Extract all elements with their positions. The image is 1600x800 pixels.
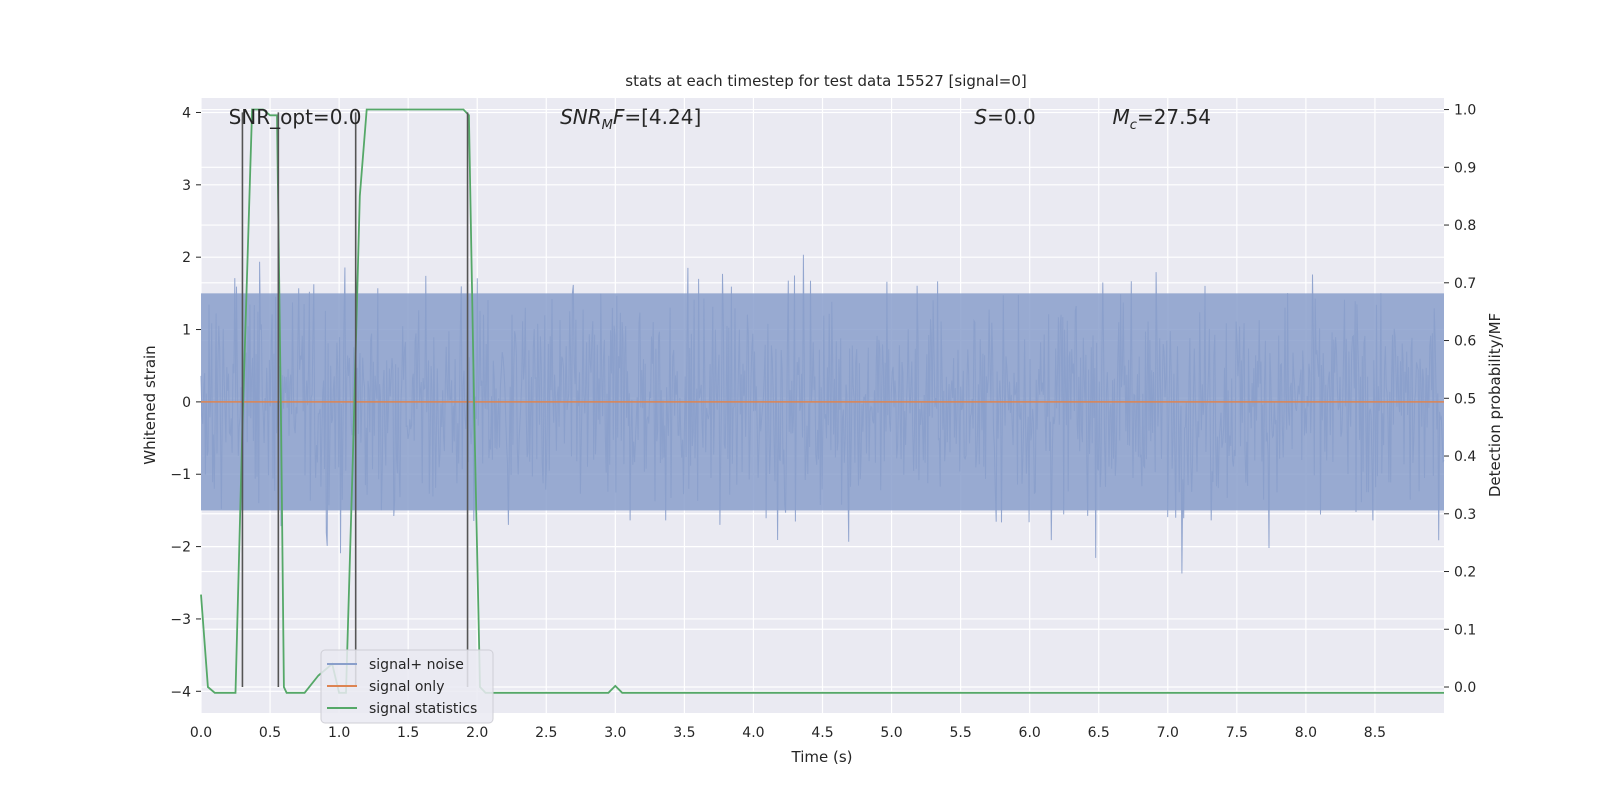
signal-noise-line: [200, 254, 1445, 574]
y-tick-label: −3: [170, 612, 191, 628]
y-tick-label-right: 0.7: [1454, 276, 1476, 292]
x-ticks: 0.0 0.5 1.0 1.5 2.0 2.5 3.0 3.5 4.0 4.5 5.0 5.5 6.0 6…: [190, 725, 1386, 741]
annotation: S=0.0: [974, 105, 1035, 129]
y-ticks-right: 1.0 0.9 0.8 0.7 0.6 0.5 0.4 0.3 0.2 0.1 0.0: [1444, 103, 1476, 696]
y-tick-label-right: 0.1: [1454, 622, 1476, 638]
y-tick-label-right: 0.0: [1454, 680, 1476, 696]
legend-label: signal only: [369, 679, 444, 695]
x-tick-label: 7.5: [1226, 725, 1248, 741]
annotation: Mc=27.54: [1113, 105, 1211, 133]
x-axis-label: Time (s): [791, 748, 853, 766]
chart-title: stats at each timestep for test data 155…: [625, 72, 1026, 90]
x-tick-label: 8.0: [1295, 725, 1317, 741]
x-tick-label: 0.0: [190, 725, 212, 741]
y-tick-label-right: 0.4: [1454, 449, 1476, 465]
legend-label: signal statistics: [369, 701, 477, 717]
x-tick-label: 3.5: [673, 725, 695, 741]
y-tick-label: 2: [182, 250, 191, 266]
y-tick-label: −2: [170, 540, 191, 556]
x-tick-label: 2.5: [535, 725, 557, 741]
series-lines: [200, 108, 1444, 694]
x-tick-label: 1.0: [328, 725, 350, 741]
x-tick-label: 6.0: [1019, 725, 1041, 741]
x-tick-label: 5.5: [949, 725, 971, 741]
annotation: SNRMF=[4.24]: [560, 105, 701, 133]
x-tick-label: 2.0: [466, 725, 488, 741]
y-tick-label: −4: [170, 684, 191, 700]
legend-box: [320, 649, 494, 724]
x-tick-label: 4.0: [742, 725, 764, 741]
y-tick-label: 4: [182, 105, 191, 121]
y-tick-label-right: 0.9: [1454, 160, 1476, 176]
y-tick-label-right: 0.3: [1454, 507, 1476, 523]
y-tick-label: 1: [182, 323, 191, 339]
y-axis-label-right: Detection probability/MF: [1486, 313, 1504, 497]
x-tick-label: 4.5: [811, 725, 833, 741]
annotation: SNR_opt=0.0: [229, 105, 362, 129]
legend-label: signal+ noise: [369, 657, 464, 673]
x-tick-label: 6.5: [1088, 725, 1110, 741]
x-tick-label: 1.5: [397, 725, 419, 741]
legend: signal+ noise signal only signal statistic…: [320, 649, 494, 724]
vertical-markers: [241, 112, 469, 688]
x-tick-label: 5.0: [880, 725, 902, 741]
x-tick-label: 7.0: [1157, 725, 1179, 741]
y-tick-label: −1: [170, 467, 191, 483]
y-axis-label: Whitened strain: [141, 345, 159, 464]
y-tick-label-right: 0.5: [1454, 391, 1476, 407]
x-tick-label: 8.5: [1364, 725, 1386, 741]
y-tick-label-right: 0.8: [1454, 218, 1476, 234]
annotations: SNR_opt=0.0 SNRMF=[4.24] S=0.0 Mc=27.54: [229, 105, 1211, 133]
y-tick-label: 3: [182, 178, 191, 194]
signal-statistics-line: [200, 108, 1444, 694]
y-tick-label-right: 0.6: [1454, 334, 1476, 350]
y-tick-label-right: 0.2: [1454, 565, 1476, 581]
y-tick-label-right: 1.0: [1454, 103, 1476, 119]
y-tick-label: 0: [182, 395, 191, 411]
x-tick-label: 0.5: [259, 725, 281, 741]
x-tick-label: 3.0: [604, 725, 626, 741]
y-ticks: 4 3 2 1 0 −1 −2 −3 −4: [170, 105, 201, 700]
